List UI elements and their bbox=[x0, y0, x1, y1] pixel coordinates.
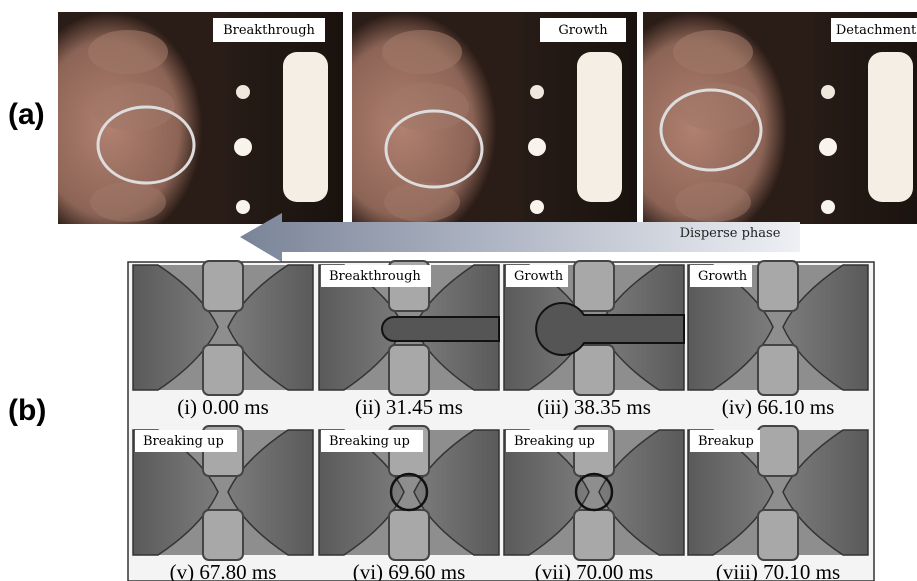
frame-caption: (v) 67.80 ms bbox=[170, 560, 277, 581]
frame-caption: (viii) 70.10 ms bbox=[716, 560, 840, 581]
frame-caption: (iv) 66.10 ms bbox=[722, 395, 835, 419]
panel-label: (a) bbox=[8, 98, 45, 131]
frame-caption: (ii) 31.45 ms bbox=[355, 395, 463, 419]
frame-tag: Detachment bbox=[836, 23, 917, 38]
channel-image bbox=[133, 261, 313, 395]
droplet bbox=[382, 317, 499, 341]
frame-tag: Growth bbox=[698, 269, 748, 284]
frame-tag: Breaking up bbox=[143, 434, 224, 449]
frame-caption: (iii) 38.35 ms bbox=[537, 395, 651, 419]
frame-tag: Breakthrough bbox=[223, 23, 315, 38]
photo-frame: Growth bbox=[352, 12, 637, 224]
photo-frame: Breakthrough bbox=[58, 12, 343, 224]
arrow-label: Disperse phase bbox=[680, 226, 781, 241]
frame-tag: Growth bbox=[558, 23, 608, 38]
frame-caption: (i) 0.00 ms bbox=[177, 395, 269, 419]
frame-tag: Breaking up bbox=[514, 434, 595, 449]
frame-caption: (vii) 70.00 ms bbox=[535, 560, 653, 581]
frame-tag: Breakup bbox=[698, 434, 754, 449]
frame-caption: (vi) 69.60 ms bbox=[353, 560, 466, 581]
frame-tag: Breakthrough bbox=[329, 269, 421, 284]
frame-tag: Growth bbox=[514, 269, 564, 284]
frame-tag: Breaking up bbox=[329, 434, 410, 449]
figure: (a) Breakthrough Growth Detachment Dispe… bbox=[0, 0, 917, 581]
photo-frame: Detachment bbox=[643, 12, 917, 224]
panel-label: (b) bbox=[8, 394, 46, 427]
